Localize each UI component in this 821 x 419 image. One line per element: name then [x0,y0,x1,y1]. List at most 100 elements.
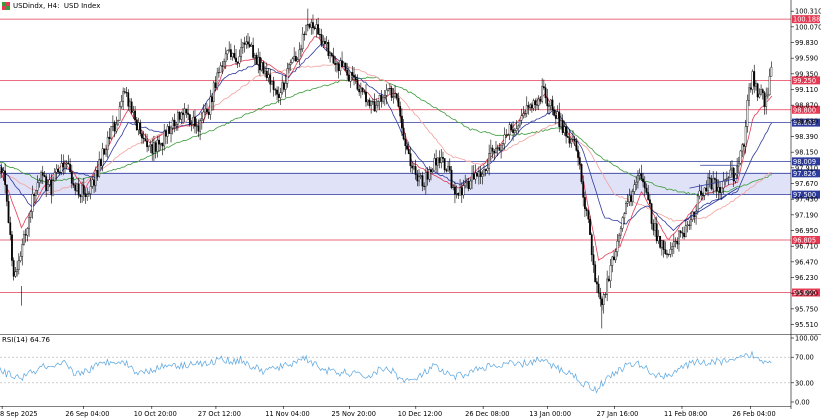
candle-body [125,92,128,94]
candle-body [551,99,554,111]
candle-body [313,27,316,29]
candle-body [424,172,427,187]
candle-body [11,234,13,261]
candle-body [269,74,272,85]
candle-body [377,101,379,106]
candle-body [717,186,720,192]
candle-body [262,62,265,74]
candle-body [613,256,615,261]
candle-body [105,149,107,155]
candle-body [633,184,636,192]
candle-body [342,62,345,67]
candle-body [134,110,137,121]
level-label: 97.826 [793,170,816,178]
rsi-tick-label: 100.00 [795,335,818,343]
candle-body [508,124,511,135]
candle-body [327,42,330,56]
candle-body [120,101,123,107]
candle-body [402,127,405,140]
candle-body [662,240,665,250]
candle-body [370,101,373,106]
candle-body [585,208,588,212]
candle-body [578,157,581,165]
candle-body [488,153,491,169]
x-tick-label: 11 Nov 04:00 [265,410,309,418]
candle-body [300,48,302,51]
candle-body [590,234,593,255]
candle-body [640,173,643,180]
candle-body [180,112,183,120]
candle-body [748,87,750,101]
candle-body [761,89,764,93]
candle-body [539,98,542,102]
chart-timeframe: H4 [47,2,58,10]
candle-body [188,114,191,126]
candle-body [637,175,639,183]
candle-body [291,58,294,63]
candle-body [587,210,590,220]
candle-body [558,111,561,127]
candle-body [123,91,126,93]
candle-body [248,43,251,47]
ma-slow-line [0,63,772,222]
candle-body [595,281,598,285]
candle-body [713,178,716,180]
candle-body [474,172,477,180]
candle-body [93,179,95,186]
level-tag [792,105,820,114]
candle-body [515,128,518,131]
candle-body [41,172,44,176]
candle-body [284,83,287,90]
candle-body [505,134,508,136]
candle-body [450,169,453,188]
candle-body [484,169,487,171]
x-tick-label: 13 Jan 00:00 [529,410,571,418]
y-tick-label: 99.590 [795,55,818,63]
candle-body [720,187,723,193]
candle-body [525,105,528,114]
candle-body [308,24,311,28]
candle-body [318,34,321,36]
level-tag [792,190,820,199]
y-tick-label: 100.310 [795,8,821,16]
candle-body [243,42,246,45]
candle-body [431,169,434,173]
candle-body [725,178,728,180]
level-label: 98.800 [793,106,816,114]
candle-body [322,40,325,45]
candle-body [94,170,97,186]
candle-body [407,149,410,154]
candle-body [288,64,290,69]
candle-body [7,201,10,223]
candle-body [317,24,320,35]
candle-body [392,96,395,98]
candle-body [423,185,426,187]
candle-body [253,55,256,58]
candle-body [341,60,343,67]
candle-body [57,168,60,173]
candle-body [702,194,704,196]
candle-body [755,83,757,87]
candle-body [252,45,255,58]
candle-body [110,126,113,139]
candle-body [209,96,212,115]
candle-body [532,100,535,109]
y-tick-label: 96.950 [795,227,818,235]
candle-body [438,157,441,164]
candle-body [36,182,39,191]
candle-body [118,106,121,121]
candle-body [731,167,733,171]
candle-body [483,169,485,175]
candle-body [414,166,417,175]
candle-body [190,124,193,126]
x-tick-label: 8 Sep 2025 [0,410,38,418]
candle-body [146,140,148,148]
candle-body [394,93,396,97]
candle-body [519,119,521,127]
candle-body [476,172,479,177]
candle-body [312,22,314,29]
candle-body [534,100,537,105]
candle-body [62,162,65,168]
candle-body [448,166,451,171]
